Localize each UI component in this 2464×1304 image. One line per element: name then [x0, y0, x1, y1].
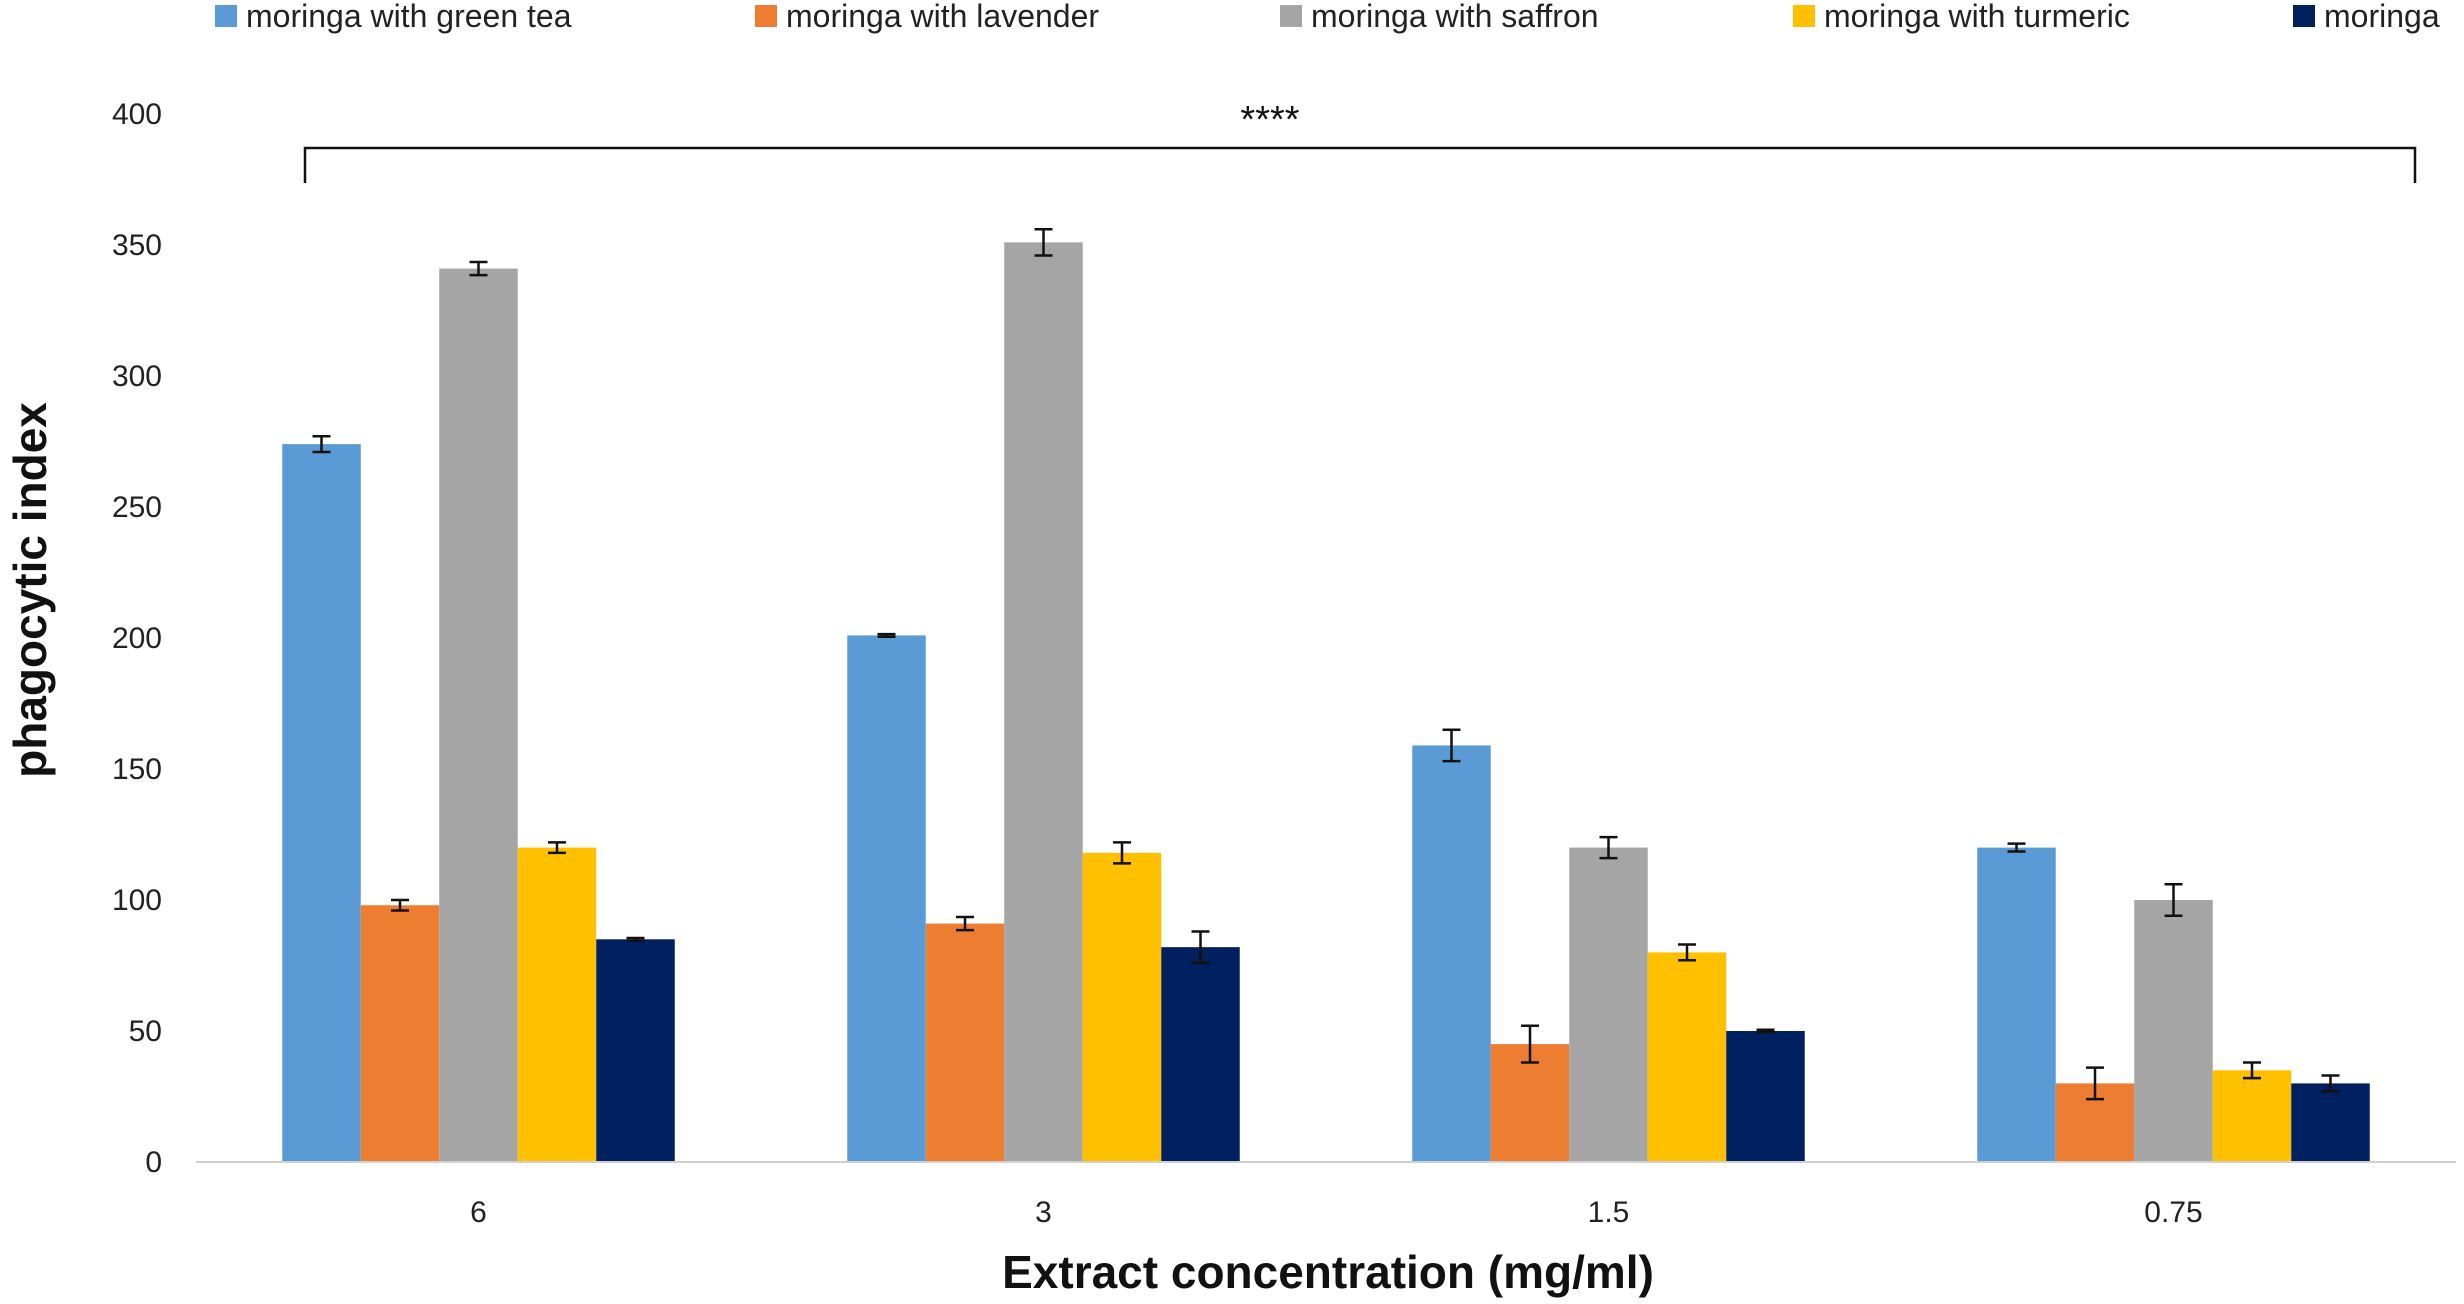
bar	[2291, 1083, 2370, 1162]
bar	[925, 923, 1005, 1162]
y-tick-label: 50	[129, 1015, 162, 1048]
legend-swatch	[2293, 5, 2315, 27]
x-tick-label: 6	[470, 1196, 487, 1229]
bar	[282, 444, 361, 1162]
legend-label: moringa with saffron	[1311, 0, 1599, 34]
bar	[1977, 847, 2056, 1162]
significance-bracket	[303, 146, 2417, 183]
x-tick-label: 3	[1035, 1196, 1052, 1229]
legend-swatch	[215, 5, 237, 27]
legend-label: moringa with turmeric	[1824, 0, 2130, 34]
bar	[847, 635, 926, 1162]
y-tick-label: 250	[112, 491, 162, 524]
legend-label: moringa with green tea	[246, 0, 572, 34]
bar	[1161, 947, 1240, 1162]
bar	[1004, 242, 1083, 1162]
significance-label: ****	[1240, 99, 1299, 141]
y-tick-label: 100	[112, 884, 162, 917]
bar	[2212, 1070, 2292, 1162]
y-axis-title: phagocytic index	[4, 402, 56, 778]
bar	[360, 905, 440, 1162]
bar	[1647, 952, 1727, 1162]
legend-swatch	[1793, 5, 1815, 27]
bar	[1082, 852, 1162, 1162]
y-tick-label: 150	[112, 753, 162, 786]
y-axis: 0 50 100 150 200 250 300 350 400	[112, 98, 162, 1179]
y-tick-label: 0	[145, 1146, 162, 1179]
y-tick-label: 300	[112, 360, 162, 393]
legend-label: moringa with lavender	[786, 0, 1099, 34]
bar	[517, 847, 597, 1162]
bar	[2134, 900, 2213, 1162]
bar	[1726, 1031, 1805, 1162]
bars	[282, 228, 2370, 1163]
legend-swatch	[1280, 5, 1302, 27]
bar	[1412, 745, 1491, 1162]
legend-label: moringa	[2324, 0, 2440, 34]
bar	[1569, 847, 1648, 1162]
x-tick-label: 0.75	[2144, 1196, 2202, 1229]
x-axis: 6 3 1.5 0.75	[196, 1161, 2456, 1229]
y-tick-label: 400	[112, 98, 162, 131]
bar	[439, 268, 518, 1163]
bar	[1490, 1044, 1570, 1162]
bar	[596, 939, 675, 1162]
x-tick-label: 1.5	[1588, 1196, 1630, 1229]
legend: moringa with green tea moringa with laven…	[215, 0, 2440, 34]
y-tick-label: 350	[112, 229, 162, 262]
x-axis-title: Extract concentration (mg/ml)	[1002, 1246, 1654, 1298]
legend-swatch	[755, 5, 777, 27]
significance-annotation: ****	[303, 99, 2417, 183]
y-tick-label: 200	[112, 622, 162, 655]
